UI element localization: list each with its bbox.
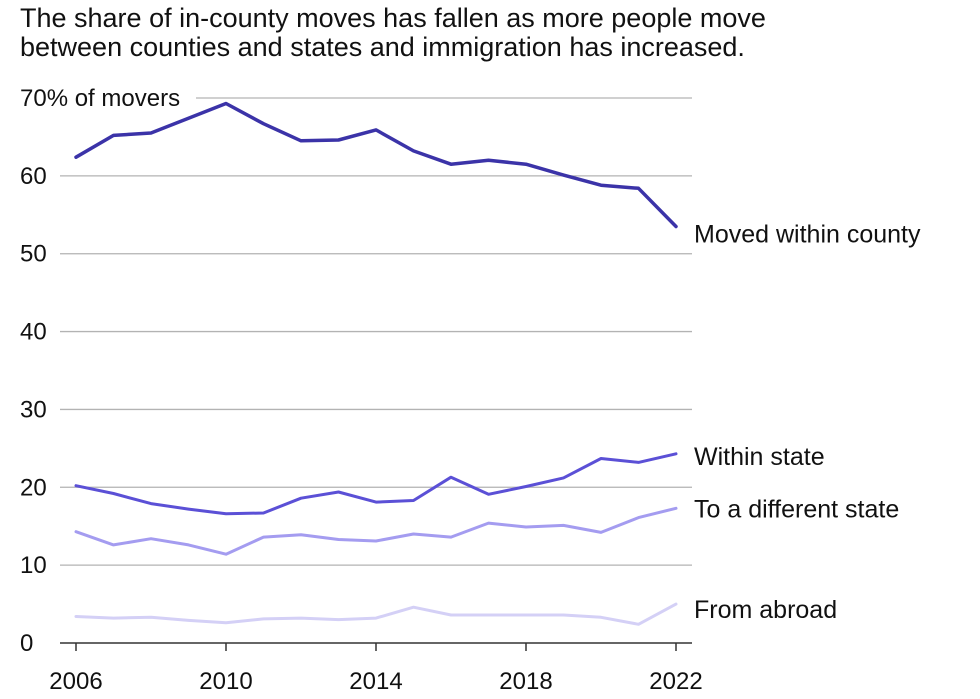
series-lines — [74, 101, 678, 626]
y-tick-label-20: 20 — [20, 474, 47, 501]
y-tick-label-60: 60 — [20, 163, 47, 190]
series-label-moved-within-county: Moved within county — [694, 220, 921, 248]
chart-title-line-2: between counties and states and immigrat… — [20, 32, 745, 62]
chart-title: The share of in-county moves has fallen … — [20, 4, 960, 62]
x-tick-label-2014: 2014 — [349, 668, 402, 695]
x-tick-label-2010: 2010 — [199, 668, 252, 695]
y-tick-label-30: 30 — [20, 396, 47, 423]
series-labels: Moved within county Within state To a diff… — [694, 220, 921, 624]
y-axis-tick-labels: 0 10 20 30 40 50 60 70% of movers — [20, 85, 180, 657]
series-line-from-abroad — [74, 602, 678, 626]
series-label-from-abroad: From abroad — [694, 596, 837, 624]
series-label-to-a-different-state: To a different state — [694, 495, 899, 523]
y-tick-label-0: 0 — [20, 630, 33, 657]
y-tick-label-40: 40 — [20, 319, 47, 346]
series-line-to-a-different-state — [74, 506, 678, 556]
y-tick-label-10: 10 — [20, 552, 47, 579]
grid-lines — [60, 97, 692, 644]
series-line-within-state — [74, 452, 678, 516]
x-tick-label-2006: 2006 — [49, 668, 102, 695]
y-tick-label-70: 70% of movers — [20, 85, 180, 112]
series-line-moved-within-county — [74, 101, 678, 229]
y-tick-label-50: 50 — [20, 241, 47, 268]
x-tick-label-2022: 2022 — [649, 668, 702, 695]
chart-title-line-1: The share of in-county moves has fallen … — [20, 3, 766, 33]
x-axis: 2006 2010 2014 2018 2022 — [49, 643, 703, 695]
series-label-within-state: Within state — [694, 443, 825, 471]
x-tick-label-2018: 2018 — [499, 668, 552, 695]
